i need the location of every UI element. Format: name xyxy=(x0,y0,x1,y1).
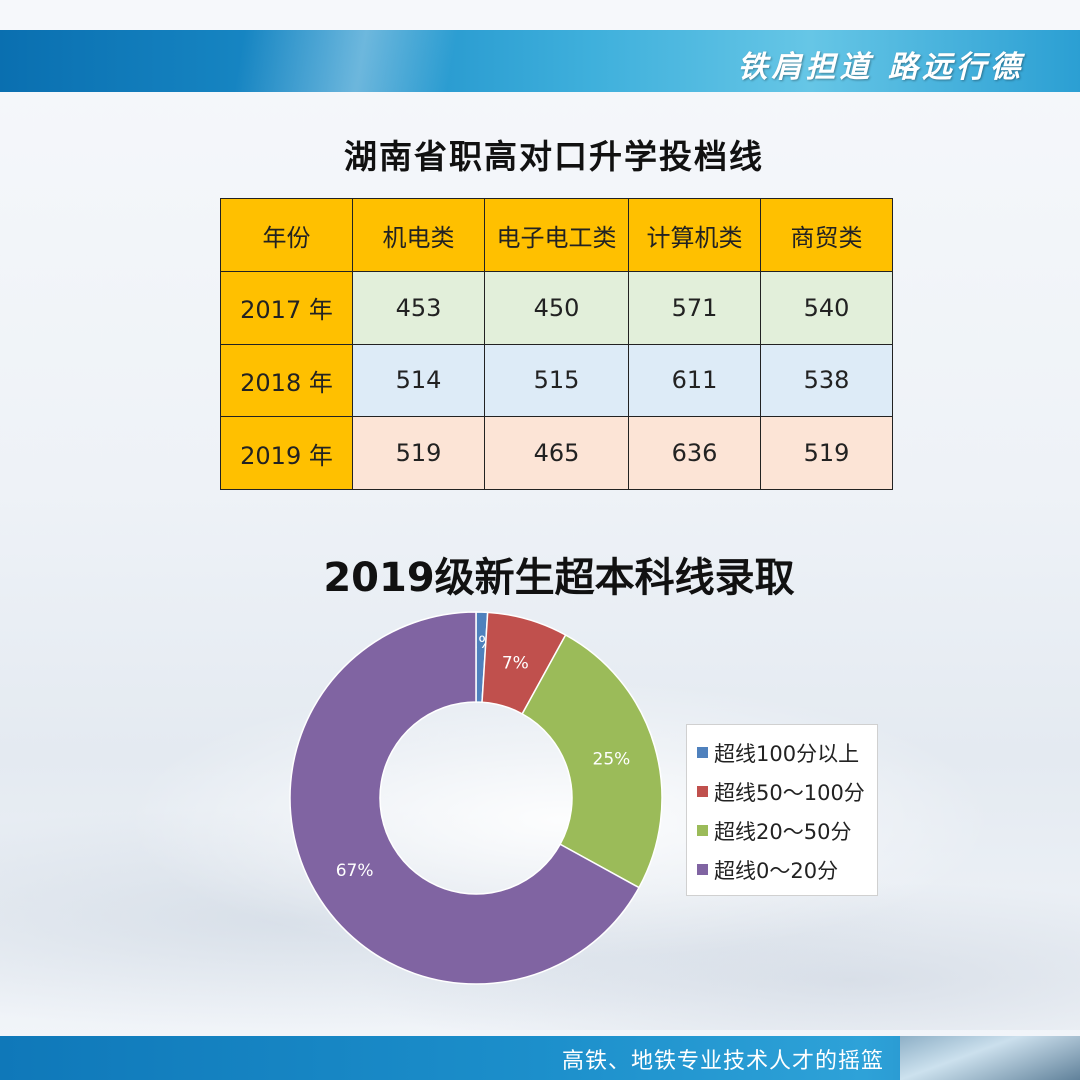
score-cell: 519 xyxy=(760,416,893,490)
legend-item: 超线20～50分 xyxy=(697,811,877,850)
slice-label: 7% xyxy=(502,654,529,674)
score-cell: 571 xyxy=(628,271,761,345)
legend-swatch xyxy=(697,747,708,758)
legend-label: 超线50～100分 xyxy=(714,780,865,805)
score-cell: 519 xyxy=(352,416,485,490)
legend-item: 超线0～20分 xyxy=(697,850,877,889)
legend-label: 超线0～20分 xyxy=(714,858,839,883)
legend-label: 超线20～50分 xyxy=(714,819,852,844)
chart-title: 2019级新生超本科线录取 xyxy=(323,555,795,601)
footer-slogan: 高铁、地铁专业技术人才的摇篮 xyxy=(561,1049,884,1074)
score-cell: 515 xyxy=(484,343,629,418)
legend-swatch xyxy=(697,864,708,875)
header-banner: 铁肩担道 路远行德 xyxy=(0,30,1080,92)
legend-item: 超线50～100分 xyxy=(697,772,877,811)
slice-label: 67% xyxy=(336,861,374,881)
table-row: 2019 年 519 465 636 519 xyxy=(220,416,893,490)
score-cell: 538 xyxy=(760,343,893,418)
motto: 铁肩担道 路远行德 xyxy=(737,50,1024,85)
donut-slice xyxy=(521,633,663,889)
legend-swatch xyxy=(697,825,708,836)
score-cell: 636 xyxy=(628,416,761,490)
column-header: 商贸类 xyxy=(760,198,893,272)
year-cell: 2017 年 xyxy=(220,271,353,345)
score-cell: 540 xyxy=(760,271,893,345)
score-cell: 611 xyxy=(628,343,761,418)
legend-item: 超线100分以上 xyxy=(697,733,877,772)
legend-swatch xyxy=(697,786,708,797)
legend-label: 超线100分以上 xyxy=(714,741,860,766)
train-image xyxy=(900,1036,1080,1080)
year-cell: 2019 年 xyxy=(220,416,353,490)
column-header: 计算机类 xyxy=(628,198,761,272)
footer-banner: 高铁、地铁专业技术人才的摇篮 xyxy=(0,1036,1080,1080)
column-header: 电子电工类 xyxy=(484,198,629,272)
chart-legend: 超线100分以上 超线50～100分 超线20～50分 超线0～20分 xyxy=(686,724,878,896)
admission-score-table: 年份 机电类 电子电工类 计算机类 商贸类 2017 年 453 450 571… xyxy=(220,198,893,490)
column-header: 年份 xyxy=(220,198,353,272)
score-cell: 453 xyxy=(352,271,485,345)
table-row: 2017 年 453 450 571 540 xyxy=(220,271,893,345)
column-header: 机电类 xyxy=(352,198,485,272)
score-cell: 450 xyxy=(484,271,629,345)
year-cell: 2018 年 xyxy=(220,343,353,418)
donut-slice xyxy=(289,611,641,985)
slice-label: 25% xyxy=(593,750,631,770)
table-row: 2018 年 514 515 611 538 xyxy=(220,343,893,418)
table-title: 湖南省职高对口升学投档线 xyxy=(344,137,764,176)
table-header-row: 年份 机电类 电子电工类 计算机类 商贸类 xyxy=(220,198,893,272)
score-cell: 465 xyxy=(484,416,629,490)
